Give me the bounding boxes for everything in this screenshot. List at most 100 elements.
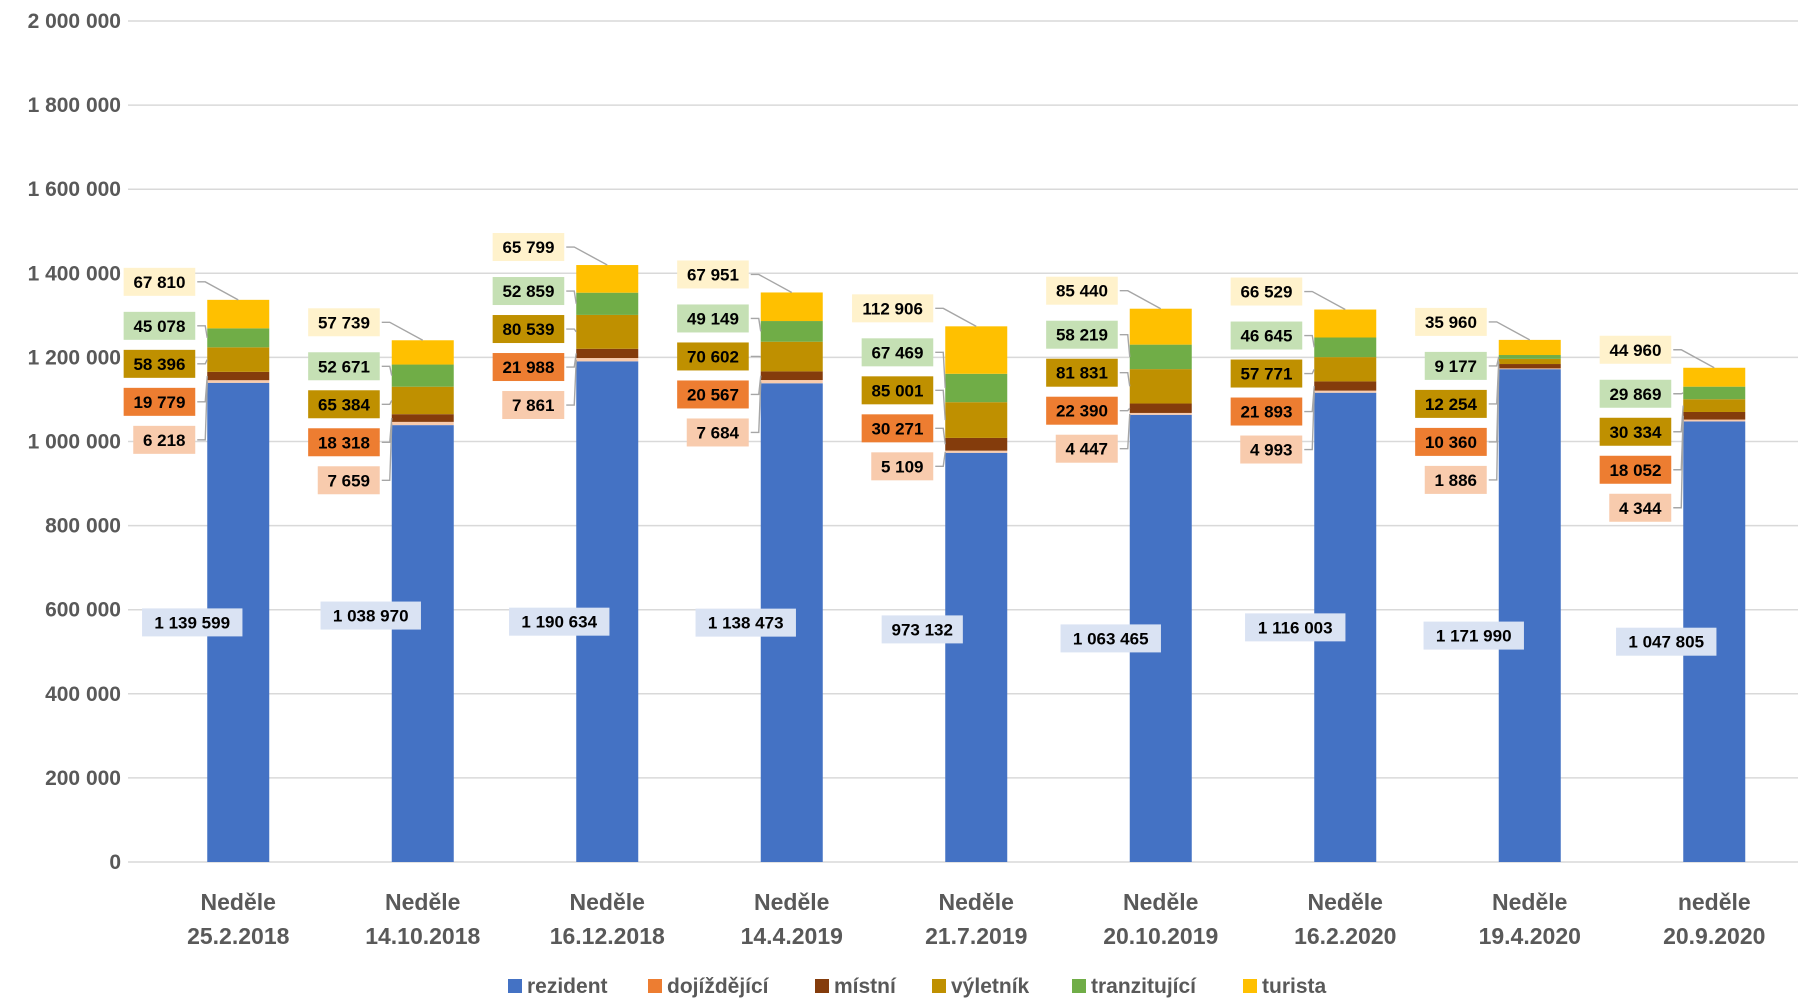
data-label-bg — [677, 260, 749, 289]
data-label-bg — [1609, 493, 1672, 522]
y-tick-label: 200 000 — [45, 767, 121, 790]
bar-segment-tranzitující — [1683, 386, 1746, 400]
x-tick-label: 21.7.2019 — [925, 923, 1027, 949]
bar-segment-dojíždějící — [1498, 368, 1561, 370]
bar-segment-výletník — [760, 341, 823, 372]
legend-swatch-turista — [1243, 979, 1257, 993]
leader-line — [566, 246, 608, 266]
data-label-bg — [320, 601, 421, 630]
bar-segment-místní — [1314, 381, 1377, 391]
legend-swatch-výletník — [932, 979, 946, 993]
leader-line — [1304, 334, 1315, 348]
bar-segment-výletník — [576, 314, 639, 349]
bar-segment-výletník — [1683, 399, 1746, 412]
data-label-dojíždějící: 4 993 — [1250, 441, 1293, 460]
data-label-bg — [123, 311, 196, 340]
data-label-bg — [1599, 335, 1672, 364]
leader-line — [1119, 290, 1162, 310]
bar-segment-dojíždějící — [1683, 419, 1746, 422]
leader-line — [381, 321, 424, 341]
data-label-bg — [123, 267, 196, 296]
leader-line — [1488, 356, 1500, 367]
data-label-rezident: 1 038 970 — [333, 607, 409, 626]
leader-line — [381, 417, 393, 443]
leader-line — [1304, 391, 1315, 451]
data-label-výletník: 70 602 — [687, 347, 739, 366]
x-tick-label: Neděle — [201, 889, 276, 915]
data-label-bg — [686, 418, 749, 447]
leader-line — [935, 451, 946, 468]
data-label-bg — [1599, 379, 1672, 408]
data-label-bg — [695, 608, 796, 637]
data-label-turista: 66 529 — [1240, 283, 1292, 302]
data-label-bg — [492, 277, 565, 306]
bar-segment-rezident — [945, 452, 1008, 862]
data-label-bg — [861, 414, 934, 443]
x-tick-label: 19.4.2020 — [1479, 923, 1581, 949]
data-label-bg — [861, 376, 934, 405]
data-label-turista: 44 960 — [1609, 341, 1661, 360]
data-label-bg — [1245, 613, 1346, 642]
leader-line — [935, 307, 977, 327]
bar-segment-místní — [391, 414, 454, 422]
leader-line — [1673, 420, 1684, 509]
x-tick-label: 25.2.2018 — [187, 923, 290, 949]
leader-line — [750, 381, 762, 434]
data-label-bg — [1240, 435, 1303, 464]
data-label-výletník: 85 001 — [871, 381, 923, 400]
x-tick-label: Neděle — [385, 889, 460, 915]
bar-segment-tranzitující — [1314, 337, 1377, 358]
data-label-bg — [1046, 358, 1118, 387]
legend-label-tranzitující: tranzitující — [1091, 975, 1197, 998]
y-tick-label: 400 000 — [45, 683, 121, 706]
data-label-rezident: 1 190 634 — [521, 613, 597, 632]
bar-segment-místní — [207, 371, 270, 381]
data-label-bg — [1230, 277, 1303, 306]
data-label-bg — [1046, 276, 1118, 305]
data-label-tranzitující: 46 645 — [1240, 327, 1292, 346]
bar-segment-turista — [1683, 367, 1746, 387]
data-label-místní: 10 360 — [1425, 433, 1477, 452]
bar-segment-místní — [1683, 411, 1746, 420]
data-label-turista: 57 739 — [318, 313, 370, 332]
data-label-bg — [492, 233, 565, 262]
bar-segment-turista — [207, 299, 270, 329]
data-label-bg — [1230, 321, 1303, 350]
x-tick-label: Neděle — [754, 889, 829, 915]
data-label-bg — [1415, 427, 1487, 456]
data-label-bg — [123, 349, 196, 378]
data-label-bg — [492, 353, 565, 382]
leader-line — [750, 317, 762, 332]
data-label-výletník: 12 254 — [1425, 395, 1478, 414]
x-tick-label: 16.12.2018 — [550, 923, 665, 949]
leader-line — [935, 351, 946, 389]
leader-line — [566, 353, 577, 368]
y-tick-label: 2 000 000 — [28, 10, 121, 33]
bar-segment-turista — [1314, 309, 1377, 338]
data-label-bg — [1046, 320, 1118, 349]
data-label-bg — [123, 387, 196, 416]
data-label-bg — [881, 615, 963, 644]
data-label-rezident: 973 132 — [892, 620, 953, 639]
data-label-bg — [1230, 397, 1303, 426]
x-tick-label: Neděle — [1123, 889, 1198, 915]
data-label-bg — [852, 294, 934, 323]
leader-line — [1304, 368, 1315, 375]
bar-segment-dojíždějící — [1314, 390, 1377, 393]
data-label-bg — [1424, 465, 1487, 494]
data-label-výletník: 58 396 — [133, 355, 185, 374]
bar-segment-místní — [576, 348, 639, 359]
leader-line — [381, 400, 393, 405]
data-label-tranzitující: 29 869 — [1609, 385, 1661, 404]
legend-swatch-místní — [815, 979, 829, 993]
bar-segment-místní — [1129, 403, 1192, 413]
leader-line — [1304, 290, 1346, 311]
data-label-turista: 67 810 — [133, 273, 185, 292]
data-label-tranzitující: 52 671 — [318, 357, 370, 376]
data-label-dojíždějící: 7 684 — [696, 423, 739, 442]
x-tick-label: Neděle — [1308, 889, 1383, 915]
leader-line — [1488, 368, 1500, 481]
data-label-rezident: 1 171 990 — [1436, 627, 1512, 646]
bar-segment-turista — [760, 292, 823, 322]
leader-line — [197, 381, 208, 441]
